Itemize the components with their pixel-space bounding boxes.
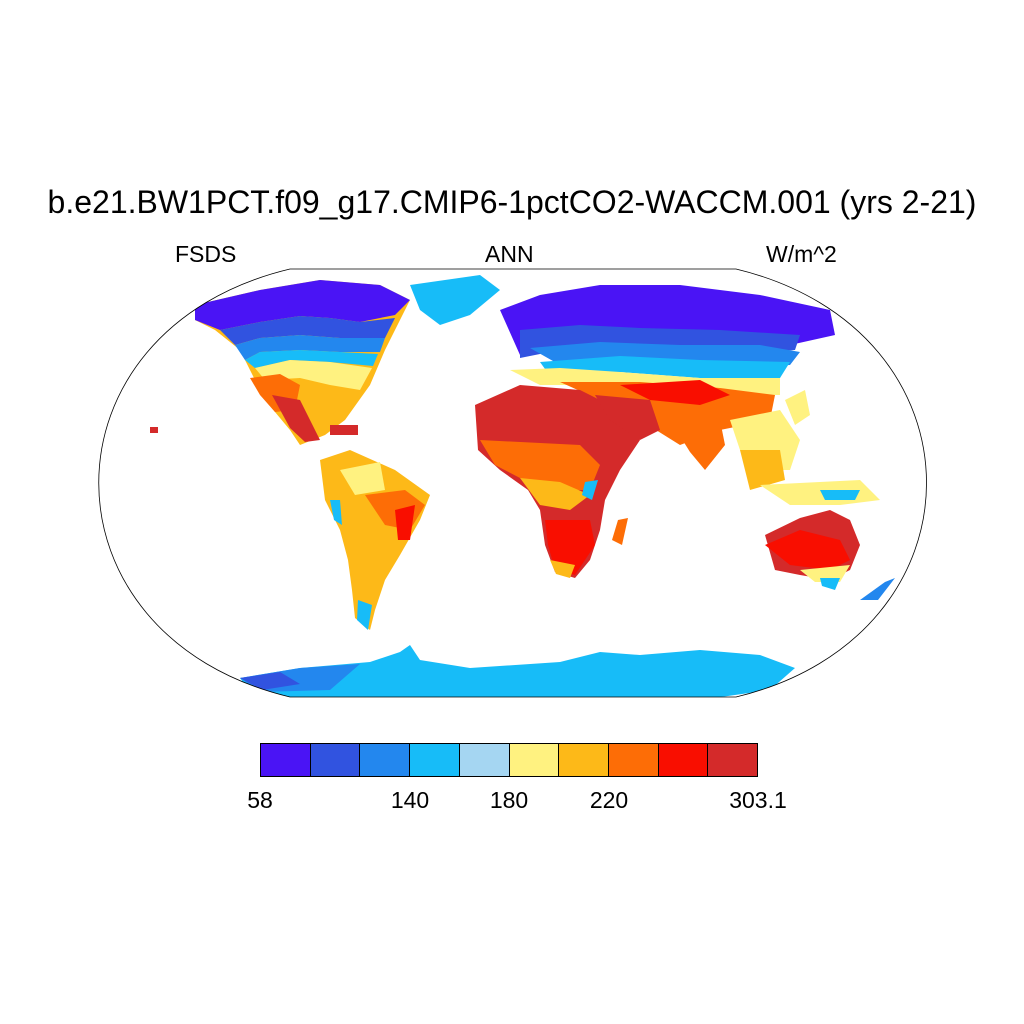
colorbar-tick-label: 180 (489, 787, 529, 813)
colorbar-swatch-9 (658, 744, 709, 776)
variable-label: FSDS (175, 241, 237, 267)
colorbar-swatch-10 (708, 744, 758, 776)
colorbar-swatch-4 (410, 744, 460, 776)
colorbar-tick-label: 58 (247, 787, 273, 813)
colorbar-tick-label: 220 (589, 787, 629, 813)
new-zealand (860, 578, 895, 600)
colorbar-tick-label: 303.1 (729, 787, 787, 813)
colorbar-swatch-8 (608, 744, 659, 776)
madagascar (612, 518, 628, 545)
plot-title: b.e21.BW1PCT.f09_g17.CMIP6-1pctCO2-WACCM… (47, 184, 977, 220)
colorbar-swatch-3 (360, 744, 411, 776)
colorbar-swatch-2 (310, 744, 361, 776)
season-label: ANN (485, 241, 534, 267)
colorbar-swatch-7 (559, 744, 609, 776)
colorbar-swatch-1 (261, 744, 311, 776)
india (670, 420, 725, 470)
colorbar (260, 743, 758, 777)
colorbar-swatch-6 (509, 744, 560, 776)
antarctica-landmass (240, 645, 795, 697)
colorbar-swatch-5 (459, 744, 510, 776)
greenland (410, 275, 500, 325)
colorbar-tick-label: 140 (390, 787, 430, 813)
units-label: W/m^2 (766, 241, 837, 267)
map-boundary (98, 268, 927, 698)
